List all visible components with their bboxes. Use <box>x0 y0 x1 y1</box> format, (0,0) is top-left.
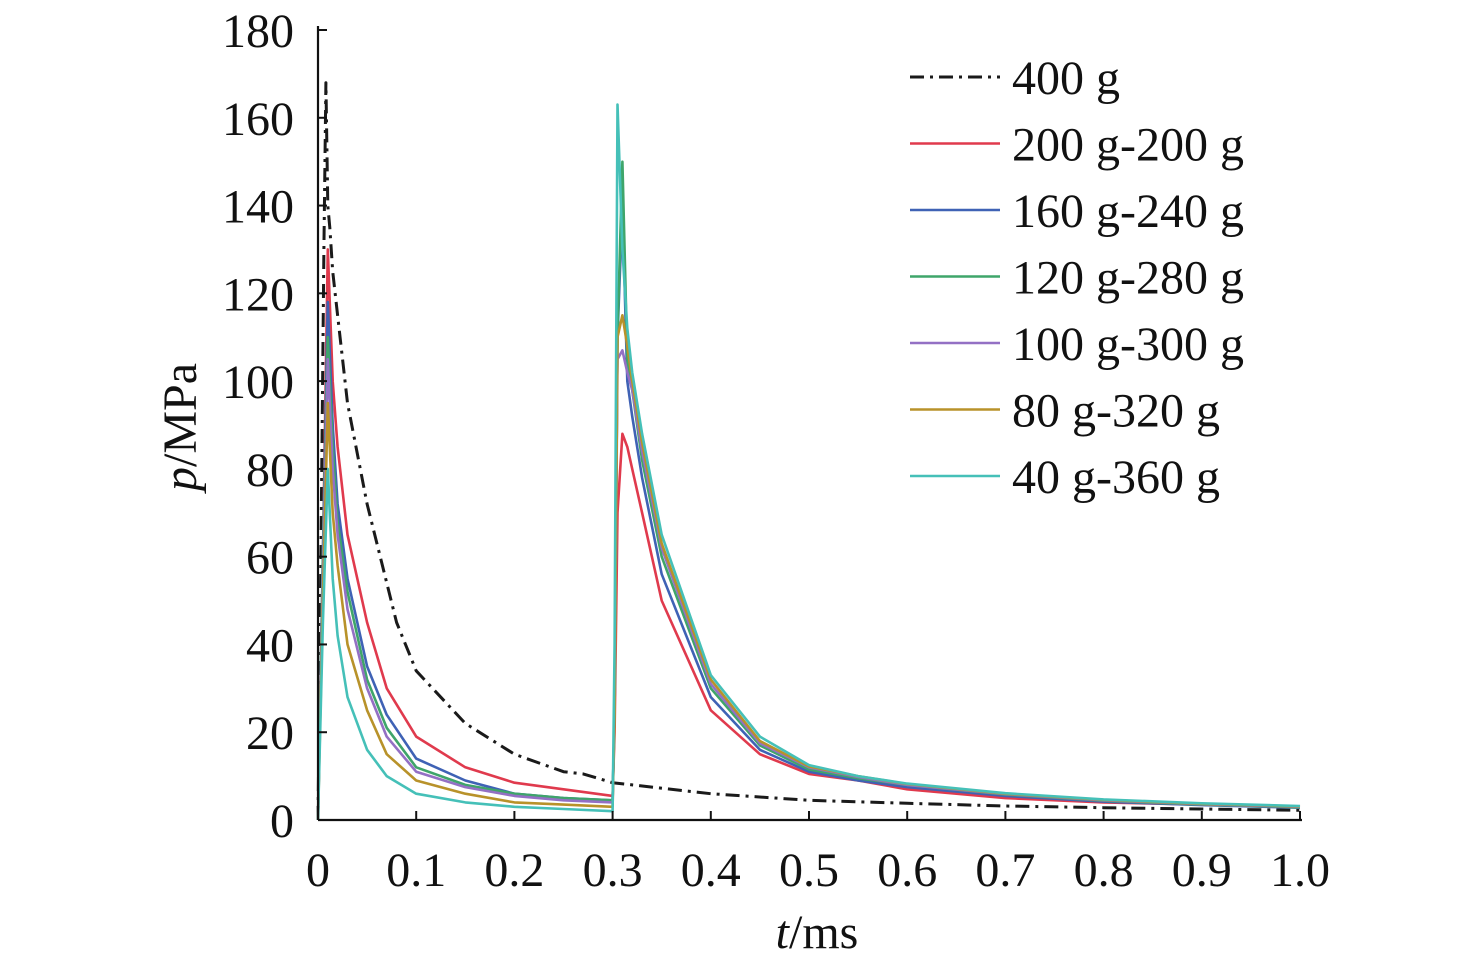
series-line-7 <box>316 103 1301 821</box>
series-layer <box>316 81 1301 821</box>
x-tick-label: 0 <box>306 844 330 897</box>
y-tick-label: 40 <box>246 619 294 672</box>
x-tick-label: 0.1 <box>386 844 446 897</box>
x-axis-label: t/ms <box>776 906 859 959</box>
x-axis-label-symbol: t <box>776 906 791 959</box>
legend-label-7: 40 g-360 g <box>1012 451 1220 504</box>
x-tick-label: 0.5 <box>779 844 839 897</box>
y-tick-label: 80 <box>246 444 294 497</box>
x-tick-label: 0.3 <box>583 844 643 897</box>
x-tick-label: 1.0 <box>1270 844 1330 897</box>
legend-label-6: 80 g-320 g <box>1012 385 1220 438</box>
x-tick-label: 0.9 <box>1172 844 1232 897</box>
y-axis-label-unit: /MPa <box>154 363 207 467</box>
y-axis-label-symbol: p <box>154 467 207 494</box>
legend: 400 g 200 g-200 g 160 g-240 g 120 g-280 g 10… <box>910 52 1244 504</box>
legend-label-5: 100 g-300 g <box>1012 318 1244 371</box>
y-tick-label: 100 <box>222 356 294 409</box>
y-tick-label: 20 <box>246 707 294 760</box>
legend-label-1: 400 g <box>1012 52 1120 105</box>
y-tick-label: 180 <box>222 5 294 58</box>
series-line-1 <box>316 81 1301 821</box>
x-tick-label: 0.6 <box>877 844 937 897</box>
y-tick-label: 120 <box>222 268 294 321</box>
legend-label-3: 160 g-240 g <box>1012 185 1244 238</box>
legend-label-4: 120 g-280 g <box>1012 252 1244 305</box>
axes-layer: 0 20 40 60 80 100 120 140 160 180 0 0.1 0.2 0.3 0.4 0.5… <box>154 5 1330 959</box>
x-tick-label: 0.7 <box>975 844 1035 897</box>
x-tick-label: 0.2 <box>484 844 544 897</box>
y-tick-label: 140 <box>222 181 294 234</box>
x-tick-label: 0.4 <box>681 844 741 897</box>
y-axis-label: p/MPa <box>154 363 207 494</box>
x-tick-label: 0.8 <box>1074 844 1134 897</box>
y-tick-label: 0 <box>270 795 294 848</box>
y-tick-label: 160 <box>222 93 294 146</box>
y-tick-label: 60 <box>246 532 294 585</box>
x-axis-label-unit: /ms <box>789 906 858 959</box>
legend-label-2: 200 g-200 g <box>1012 119 1244 172</box>
